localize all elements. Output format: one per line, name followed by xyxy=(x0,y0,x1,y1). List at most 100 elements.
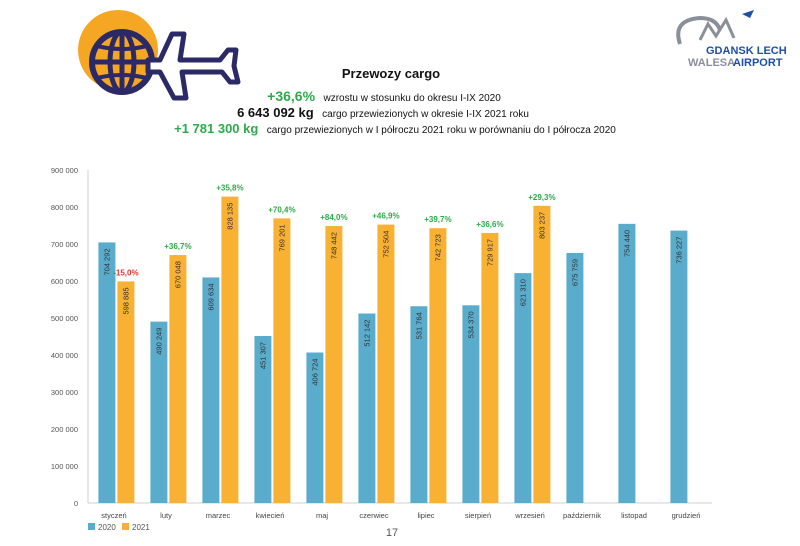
bar-2021-maj xyxy=(325,226,343,503)
change-label: +39,7% xyxy=(424,215,451,224)
y-tick-label: 400 000 xyxy=(51,351,78,360)
logo-line2a: WALESA xyxy=(688,57,735,69)
x-tick-label: luty xyxy=(160,511,172,520)
plane-icon xyxy=(145,31,241,101)
bar-2020-lipiec xyxy=(410,306,428,503)
bar-2020-listopad xyxy=(618,223,636,504)
airport-logo: GDANSK LECH WALESA AIRPORT xyxy=(676,10,787,69)
globe-plane-icon xyxy=(78,10,241,101)
header-line1: +36,6% wzrostu w stosunku do okresu I-IX… xyxy=(267,88,501,105)
change-label: +36,6% xyxy=(476,220,503,229)
bar-2020-marzec xyxy=(202,277,220,503)
x-tick-labels: styczeń luty marzec kwiecień maj czerwiec lipi… xyxy=(101,511,700,520)
x-tick-label: kwiecień xyxy=(256,511,285,520)
y-tick-label: 600 000 xyxy=(51,277,78,286)
change-label: +84,0% xyxy=(320,213,347,222)
data-label-2020: 621 310 xyxy=(518,279,527,306)
header-title: Przewozy cargo xyxy=(342,66,440,81)
change-label: +29,3% xyxy=(528,193,555,202)
y-tick-label: 100 000 xyxy=(51,462,78,471)
data-label-2021: 729 917 xyxy=(485,239,494,266)
data-label-2020: 406 724 xyxy=(310,359,319,386)
bar-2020-wrzesień xyxy=(514,273,532,503)
bar-2020-sierpień xyxy=(462,305,480,503)
bar-2021-luty xyxy=(169,255,187,503)
change-label: +46,9% xyxy=(372,212,399,221)
bar-2021-kwiecień xyxy=(273,218,291,503)
bar-2020-czerwiec xyxy=(358,313,376,503)
x-tick-label: czerwiec xyxy=(359,511,388,520)
data-label-2020: 512 142 xyxy=(362,320,371,347)
data-label-2020: 609 634 xyxy=(206,283,215,310)
bar-2021-czerwiec xyxy=(377,224,395,503)
legend-label-2020: 2020 xyxy=(98,523,116,532)
legend: 2020 2021 xyxy=(88,523,150,532)
data-label-2020: 675 759 xyxy=(570,259,579,286)
header-line3-text: cargo przewiezionych w I półroczu 2021 r… xyxy=(267,125,617,136)
x-tick-label: wrzesień xyxy=(514,511,545,520)
header-line2: 6 643 092 kg cargo przewiezionych w okre… xyxy=(237,104,529,121)
logo-line2b: AIRPORT xyxy=(733,57,783,69)
change-label: +36,7% xyxy=(164,242,191,251)
x-tick-label: lipiec xyxy=(417,511,434,520)
change-label: +70,4% xyxy=(268,205,295,214)
data-label-2020: 754 440 xyxy=(622,230,631,257)
legend-label-2021: 2021 xyxy=(132,523,150,532)
x-tick-label: marzec xyxy=(206,511,231,520)
header-line2-text: cargo przewiezionych w okresie I-IX 2021… xyxy=(322,109,529,120)
header-line1-text: wzrostu w stosunku do okresu I-IX 2020 xyxy=(323,93,502,104)
data-label-2021: 670 048 xyxy=(173,261,182,288)
data-label-2021: 742 723 xyxy=(433,234,442,261)
data-label-2020: 531 764 xyxy=(414,312,423,339)
bar-2020-styczeń xyxy=(98,242,116,503)
data-label-2021: 803 237 xyxy=(537,212,546,239)
header-line3-value: +1 781 300 kg xyxy=(174,121,258,136)
x-tick-label: październik xyxy=(563,511,601,520)
x-tick-label: maj xyxy=(316,511,328,520)
cargo-bar-chart: 0 100 000 200 000 300 000 400 000 500 000 600 … xyxy=(51,166,712,520)
data-label-2020: 534 370 xyxy=(466,311,475,338)
data-label-2020: 704 292 xyxy=(102,248,111,275)
y-tick-label: 900 000 xyxy=(51,166,78,175)
bar-2021-styczeń xyxy=(117,281,135,503)
logo-line1: GDANSK LECH xyxy=(706,45,787,57)
data-label-2021: 748 442 xyxy=(329,232,338,259)
bar-2020-maj xyxy=(306,352,324,503)
x-tick-label: styczeń xyxy=(101,511,126,520)
x-tick-label: sierpień xyxy=(465,511,491,520)
logo-plane-icon xyxy=(742,10,754,18)
y-tick-label: 200 000 xyxy=(51,425,78,434)
bar-2020-październik xyxy=(566,252,584,503)
data-label-2021: 598 885 xyxy=(121,287,130,314)
y-tick-label: 500 000 xyxy=(51,314,78,323)
legend-swatch-2021 xyxy=(122,523,129,530)
header-line1-value: +36,6% xyxy=(267,88,315,104)
data-label-2021: 769 201 xyxy=(277,224,286,251)
bar-2020-grudzień xyxy=(670,230,688,503)
header-line2-value: 6 643 092 kg xyxy=(237,105,314,120)
legend-swatch-2020 xyxy=(88,523,95,530)
logo-swoosh-icon xyxy=(676,15,722,45)
change-label: -15,0% xyxy=(113,268,138,277)
y-tick-labels: 0 100 000 200 000 300 000 400 000 500 000 600 … xyxy=(51,166,78,508)
y-tick-label: 800 000 xyxy=(51,203,78,212)
bars: 704 292 598 885 -15,0% 490 249 670 048 +36,7%… xyxy=(98,184,688,504)
data-label-2020: 490 249 xyxy=(154,328,163,355)
x-tick-label: grudzień xyxy=(672,511,701,520)
bar-2020-luty xyxy=(150,321,168,503)
y-tick-label: 700 000 xyxy=(51,240,78,249)
data-label-2020: 451 307 xyxy=(258,342,267,369)
y-tick-label: 300 000 xyxy=(51,388,78,397)
data-label-2020: 736 227 xyxy=(674,237,683,264)
bar-2021-marzec xyxy=(221,196,239,503)
change-label: +35,8% xyxy=(216,184,243,193)
bar-2021-lipiec xyxy=(429,228,447,503)
header-line3: +1 781 300 kg cargo przewiezionych w I p… xyxy=(174,120,616,137)
bar-2021-wrzesień xyxy=(533,205,551,503)
bar-2021-sierpień xyxy=(481,232,499,503)
y-tick-label: 0 xyxy=(74,499,78,508)
page-number: 17 xyxy=(386,527,398,539)
data-label-2021: 828 135 xyxy=(225,203,234,230)
data-label-2021: 752 504 xyxy=(381,231,390,258)
